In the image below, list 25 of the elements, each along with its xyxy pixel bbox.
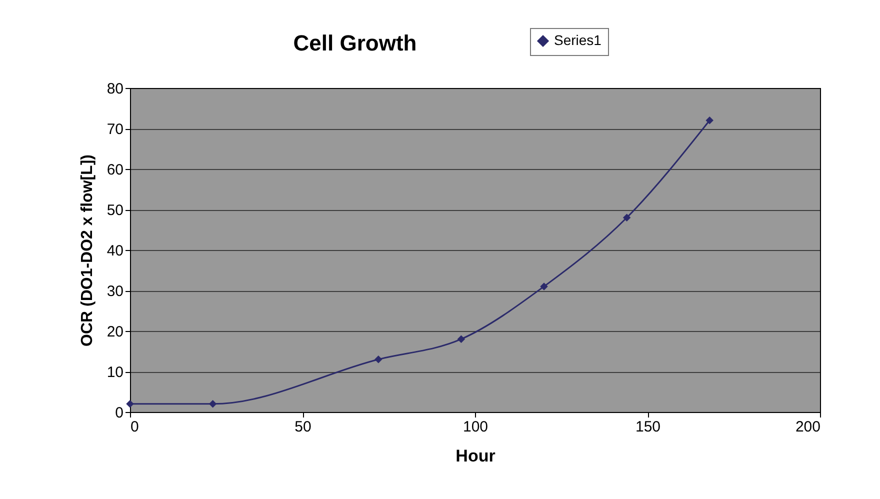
y-tick-label: 0	[115, 404, 124, 422]
x-tick-label: 200	[795, 418, 820, 436]
y-tick-label: 80	[106, 80, 124, 98]
point	[126, 400, 134, 408]
y-tick-label: 10	[106, 364, 124, 381]
y-tick-label: 40	[106, 242, 124, 260]
legend-label: Series1	[554, 32, 602, 48]
x-tick-label: 100	[462, 418, 488, 436]
chart-title: Cell Growth	[293, 30, 417, 56]
point	[622, 214, 631, 222]
x-tick-label: 150	[635, 418, 661, 436]
point	[540, 282, 548, 290]
x-axis-title: Hour	[456, 446, 496, 466]
point	[374, 355, 382, 364]
y-tick-label: 60	[106, 162, 124, 178]
point	[457, 335, 466, 343]
x-tick-label: 50	[294, 418, 312, 436]
y-tick-label: 20	[106, 324, 124, 340]
y-tick-label: 50	[106, 202, 124, 219]
point	[706, 116, 714, 124]
y-axis-title: OCR (DO1-DO2 x flow[L])	[78, 154, 96, 346]
x-tick-label: 0	[130, 418, 139, 436]
point	[208, 400, 217, 408]
y-tick-label: 30	[106, 283, 124, 300]
y-tick-label: 70	[106, 121, 124, 138]
